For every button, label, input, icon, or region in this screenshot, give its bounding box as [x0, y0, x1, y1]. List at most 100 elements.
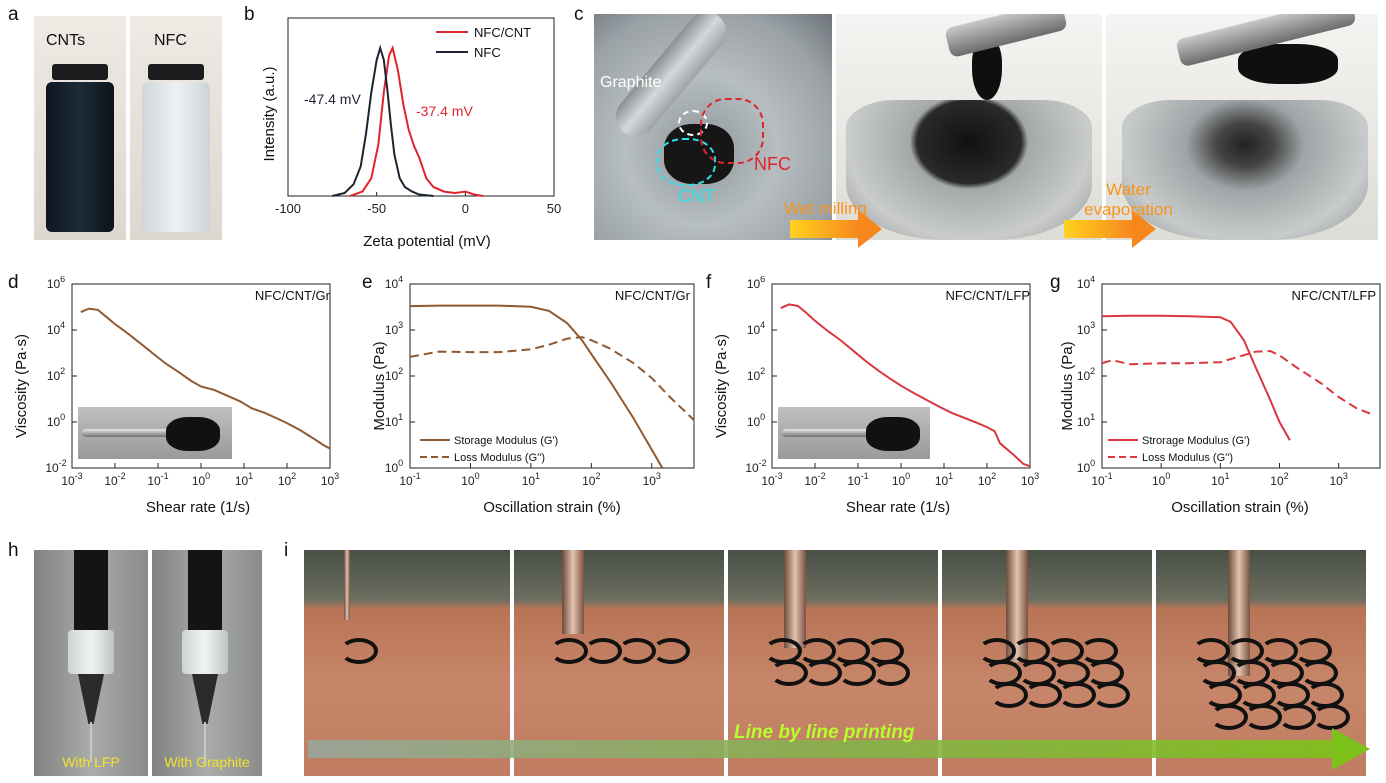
legend-g-loss: Loss Modulus (G''): [1142, 452, 1233, 464]
water-evaporation-arrow-head: [1132, 210, 1156, 248]
chart-f-ytick-label: 104: [747, 320, 765, 337]
syringe-graphite-photo: With Graphite: [152, 550, 262, 776]
panel-letter-i: i: [284, 540, 289, 561]
chart-d-xtick-label: 10-2: [104, 471, 125, 488]
chart-f-title: NFC/CNT/LFP: [946, 288, 1031, 303]
chart-d-series-0: [80, 307, 331, 450]
chart-g-xlabel: Oscillation strain (%): [1171, 499, 1309, 516]
with-graphite-label: With Graphite: [164, 754, 250, 770]
chart-g-ytick-label: 102: [1077, 366, 1095, 383]
chart-e-xlabel: Oscillation strain (%): [483, 499, 621, 516]
chart-e-title: NFC/CNT/Gr: [615, 288, 691, 303]
chart-b-xtick-label: -50: [367, 201, 386, 216]
chart-f-xtick-label: 100: [892, 471, 910, 488]
chart-e-xtick-label: 100: [461, 471, 479, 488]
chart-e-series-1: [409, 336, 695, 421]
chart-g-ytick-label: 104: [1077, 276, 1095, 291]
panel-letter-h: h: [8, 540, 19, 561]
annotation-nfc-zeta: -47.4 mV: [304, 91, 361, 107]
chart-f-xtick-label: 10-3: [761, 471, 782, 488]
chart-g-ytick-label: 103: [1077, 320, 1095, 337]
panel-letter-g: g: [1050, 272, 1061, 293]
chart-d-ytick-label: 104: [47, 320, 65, 337]
chart-e-xtick-label: 10-1: [399, 471, 420, 488]
panel-letter-a: a: [8, 4, 19, 25]
nfc-vial-photo: NFC: [130, 16, 222, 240]
cnt-annotation: CNT: [678, 186, 715, 206]
chart-f-ytick-label: 106: [747, 276, 765, 291]
printing-frame: [514, 550, 724, 776]
inset-photo-gr: [78, 407, 232, 459]
chart-d-xtick-label: 102: [278, 471, 296, 488]
chart-e-ylabel: Modulus (Pa): [371, 341, 388, 430]
printing-sequence: Line by line printing: [304, 550, 1378, 776]
printing-frame: [304, 550, 510, 776]
chart-f-xtick-label: 101: [935, 471, 953, 488]
chart-b-ylabel: Intensity (a.u.): [261, 66, 278, 161]
water-evaporation-label-line2: evaporation: [1084, 200, 1173, 219]
chart-d-ytick-label: 100: [47, 412, 65, 429]
panel-letter-e: e: [362, 272, 373, 293]
printing-frame: [728, 550, 938, 776]
chart-f-ylabel: Viscosity (Pa·s): [713, 334, 730, 438]
chart-e-ytick-label: 102: [385, 366, 403, 383]
chart-f-xtick-label: 10-2: [804, 471, 825, 488]
chart-d-ytick-label: 106: [47, 276, 65, 291]
chart-f: 10-3 10-2 10-1 100 101 102 10310-2100102104106…: [713, 276, 1039, 516]
chart-g-ylabel: Modulus (Pa): [1059, 341, 1076, 430]
panel-letter-d: d: [8, 272, 19, 293]
water-evaporation-label-line1: Water: [1106, 180, 1151, 199]
chart-b-xlabel: Zeta potential (mV): [363, 233, 491, 250]
chart-f-ytick-label: 10-2: [745, 458, 766, 475]
chart-d-ytick-label: 10-2: [45, 458, 66, 475]
nfc-label: NFC: [154, 32, 187, 49]
printing-frame: [1156, 550, 1366, 776]
chart-b-xtick-label: 0: [462, 201, 469, 216]
chart-g-ytick-label: 100: [1077, 458, 1095, 475]
wet-milling-arrow-shaft: [790, 220, 860, 238]
nfc-annotation: NFC: [754, 154, 791, 174]
mortar-photo-1: Graphite NFC CNT: [594, 14, 832, 240]
mortar-photo-2: [836, 14, 1102, 240]
chart-f-ytick-label: 100: [747, 412, 765, 429]
chart-d-xtick-label: 101: [235, 471, 253, 488]
panel-letter-b: b: [244, 4, 255, 25]
wet-milling-label: Wet milling: [784, 199, 867, 218]
legend-e-loss: Loss Modulus (G''): [454, 452, 545, 464]
chart-d-ylabel: Viscosity (Pa·s): [13, 334, 30, 438]
inset-photo-lfp: [778, 407, 930, 459]
chart-f-xtick-label: 103: [1021, 471, 1039, 488]
chart-f-xtick-label: 102: [978, 471, 996, 488]
water-evaporation-arrow-shaft: [1064, 220, 1134, 238]
printing-arrow-head: [1332, 728, 1370, 770]
chart-f-series-0: [780, 303, 1031, 468]
chart-g-title: NFC/CNT/LFP: [1292, 288, 1377, 303]
chart-g-xtick-label: 102: [1270, 471, 1288, 488]
legend-nfccnt: NFC/CNT: [474, 25, 531, 40]
panel-letter-c: c: [574, 4, 584, 25]
graphite-annotation: Graphite: [600, 74, 662, 91]
chart-f-ytick-label: 102: [747, 366, 765, 383]
panel-letter-f: f: [706, 272, 712, 293]
chart-d-ytick-label: 102: [47, 366, 65, 383]
chart-b-xtick-label: 50: [547, 201, 561, 216]
chart-g-xtick-label: 10-1: [1091, 471, 1112, 488]
chart-g-xtick-label: 100: [1152, 471, 1170, 488]
syringe-lfp-photo: With LFP: [34, 550, 148, 776]
chart-g-xtick-label: 101: [1211, 471, 1229, 488]
chart-b-frame: [287, 17, 555, 197]
chart-d-xtick-label: 10-3: [61, 471, 82, 488]
chart-b: -100 -50 0 50 Zeta potential (mV) Intensity…: [261, 17, 561, 250]
chart-f-xlabel: Shear rate (1/s): [846, 499, 950, 516]
printing-arrow-shaft: [308, 740, 1334, 758]
chart-d-title: NFC/CNT/Gr: [255, 288, 331, 303]
chart-g-series-1: [1101, 349, 1375, 417]
legend-nfc: NFC: [474, 45, 501, 60]
chart-e-xtick-label: 103: [643, 471, 661, 488]
printing-frame: [942, 550, 1152, 776]
chart-e-ytick-label: 104: [385, 276, 403, 291]
chart-b-series-1: [332, 44, 434, 197]
annotation-nfccnt-zeta: -37.4 mV: [416, 103, 473, 119]
